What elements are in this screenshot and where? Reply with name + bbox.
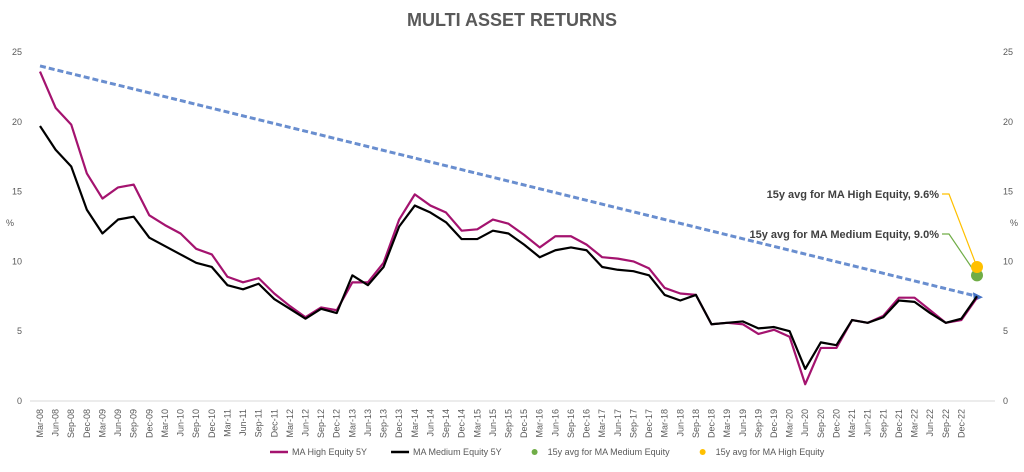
- x-tick-label: Sep-14: [441, 409, 451, 438]
- x-tick-label: Dec-12: [332, 409, 342, 438]
- x-tick-label: Mar-18: [660, 409, 670, 438]
- x-tick-label: Jun-20: [800, 409, 810, 437]
- x-tick-label: Sep-22: [941, 409, 951, 438]
- x-tick-label: Mar-22: [910, 409, 920, 438]
- y2-tick-label: 5: [1003, 326, 1008, 336]
- x-tick-label: Sep-16: [566, 409, 576, 438]
- x-tick-label: Mar-13: [347, 409, 357, 438]
- x-tick-label: Jun-10: [176, 409, 186, 437]
- x-tick-label: Jun-17: [613, 409, 623, 437]
- legend-label: 15y avg for MA High Equity: [716, 447, 825, 457]
- x-tick-label: Sep-11: [254, 409, 264, 437]
- x-tick-label: Sep-17: [628, 409, 638, 438]
- y2-tick-label: 15: [1003, 187, 1013, 197]
- x-tick-label: Sep-13: [379, 409, 389, 438]
- x-tick-label: Jun-14: [425, 409, 435, 437]
- legend-swatch: [531, 449, 538, 455]
- series-line: [38, 71, 978, 386]
- y-tick-label: 10: [12, 256, 22, 266]
- chart-title: MULTI ASSET RETURNS: [407, 10, 617, 30]
- x-tick-label: Jun-19: [738, 409, 748, 437]
- x-tick-label: Dec-18: [707, 409, 717, 438]
- x-tick-label: Mar-08: [35, 409, 45, 438]
- x-tick-label: Dec-08: [82, 409, 92, 438]
- x-tick-label: Jun-08: [51, 409, 61, 437]
- x-tick-label: Sep-18: [691, 409, 701, 438]
- x-tick-label: Dec-11: [269, 409, 279, 437]
- x-tick-label: Mar-17: [597, 409, 607, 438]
- x-tick-label: Dec-19: [769, 409, 779, 438]
- trend-line: [39, 64, 978, 298]
- legend-label: MA High Equity 5Y: [292, 447, 367, 457]
- x-tick-label: Jun-15: [488, 409, 498, 437]
- x-tick-label: Dec-20: [831, 409, 841, 438]
- x-tick-label: Jun-22: [925, 409, 935, 437]
- y2-tick-label: 10: [1003, 256, 1013, 266]
- y2-axis-label: %: [1010, 218, 1018, 228]
- x-tick-label: Mar-12: [285, 409, 295, 438]
- x-tick-label: Sep-20: [816, 409, 826, 438]
- y-tick-label: 5: [17, 326, 22, 336]
- x-tick-label: Dec-22: [956, 409, 966, 438]
- y2-tick-label: 20: [1003, 117, 1013, 127]
- x-tick-label: Dec-09: [144, 409, 154, 438]
- x-tick-label: Mar-19: [722, 409, 732, 438]
- x-tick-label: Mar-10: [160, 409, 170, 438]
- x-tick-label: Dec-21: [894, 409, 904, 438]
- x-tick-label: Mar-21: [847, 409, 857, 438]
- x-tick-label: Mar-16: [535, 409, 545, 438]
- legend-label: MA Medium Equity 5Y: [413, 447, 502, 457]
- x-tick-label: Dec-16: [582, 409, 592, 438]
- y-tick-label: 15: [12, 187, 22, 197]
- x-tick-label: Mar-14: [410, 409, 420, 438]
- x-tick-label: Dec-17: [644, 409, 654, 438]
- x-tick-label: Mar-09: [97, 409, 107, 438]
- y2-tick-label: 25: [1003, 47, 1013, 57]
- x-tick-label: Mar-20: [785, 409, 795, 438]
- y-tick-label: 0: [17, 396, 22, 406]
- x-tick-label: Jun-11: [238, 409, 248, 436]
- x-tick-label: Jun-21: [863, 409, 873, 437]
- avg-label: 15y avg for MA Medium Equity, 9.0%: [750, 229, 940, 241]
- x-tick-label: Sep-19: [753, 409, 763, 438]
- legend-swatch: [699, 449, 706, 455]
- legend-label: 15y avg for MA Medium Equity: [548, 447, 671, 457]
- x-tick-label: Dec-13: [394, 409, 404, 438]
- series-line: [39, 125, 978, 370]
- x-tick-label: Sep-15: [504, 409, 514, 438]
- x-tick-label: Jun-09: [113, 409, 123, 437]
- x-tick-label: Sep-10: [191, 409, 201, 438]
- x-tick-label: Sep-21: [878, 409, 888, 438]
- x-tick-label: Sep-12: [316, 409, 326, 438]
- y-axis-label: %: [6, 218, 14, 228]
- y2-tick-label: 0: [1003, 396, 1008, 406]
- x-tick-label: Jun-18: [675, 409, 685, 437]
- x-tick-label: Jun-12: [300, 409, 310, 437]
- leader-line: [942, 193, 978, 268]
- x-tick-label: Dec-10: [207, 409, 217, 438]
- x-tick-label: Mar-15: [472, 409, 482, 438]
- avg-label: 15y avg for MA High Equity, 9.6%: [767, 189, 940, 201]
- x-tick-label: Jun-16: [550, 409, 560, 437]
- x-tick-label: Sep-09: [129, 409, 139, 438]
- x-tick-label: Mar-11: [222, 409, 232, 437]
- x-tick-label: Dec-15: [519, 409, 529, 438]
- leader-line: [942, 233, 978, 276]
- y-tick-label: 25: [12, 47, 22, 57]
- x-tick-label: Dec-14: [457, 409, 467, 438]
- y-tick-label: 20: [12, 117, 22, 127]
- x-tick-label: Sep-08: [66, 409, 76, 438]
- x-tick-label: Jun-13: [363, 409, 373, 437]
